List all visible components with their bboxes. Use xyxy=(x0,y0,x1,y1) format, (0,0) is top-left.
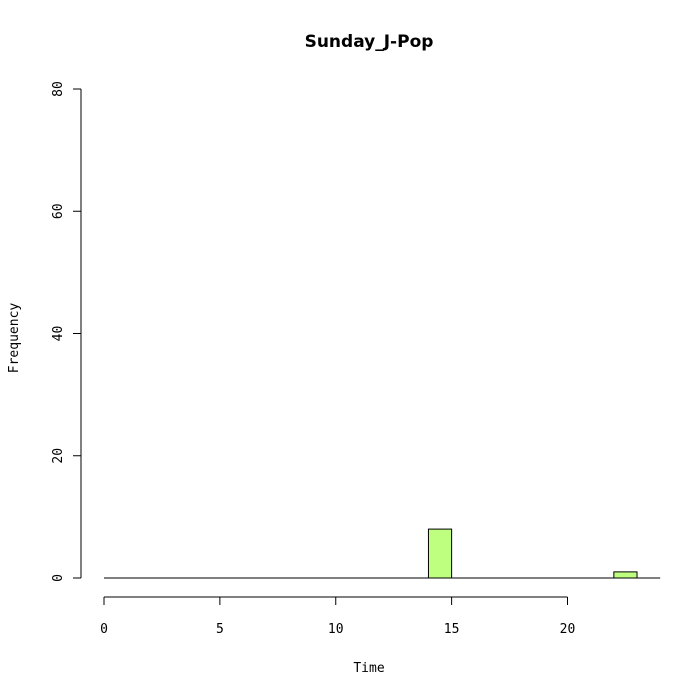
histogram-bar xyxy=(427,528,453,579)
y-axis-label: Frequency xyxy=(7,303,22,374)
y-tick-label: 80 xyxy=(51,81,66,97)
y-tick-label: 40 xyxy=(51,326,66,342)
bars-layer xyxy=(427,528,638,579)
y-tick-label: 60 xyxy=(51,203,66,219)
x-tick-label: 15 xyxy=(444,622,460,637)
x-axis: 0 5 10 15 20 xyxy=(100,596,575,637)
y-tick-label: 20 xyxy=(51,448,66,464)
y-ticks: 0 20 40 60 80 xyxy=(51,81,81,582)
x-ticks: 0 5 10 15 20 xyxy=(100,597,575,637)
x-tick-label: 10 xyxy=(328,622,344,637)
x-axis-label: Time xyxy=(353,661,384,676)
chart-title: Sunday_J-Pop xyxy=(305,32,434,52)
histogram-bar xyxy=(613,571,638,579)
x-tick-label: 20 xyxy=(560,622,576,637)
y-tick-label: 0 xyxy=(51,574,66,582)
x-tick-label: 0 xyxy=(100,622,108,637)
y-axis: 0 20 40 60 80 xyxy=(51,81,82,582)
x-tick-label: 5 xyxy=(216,622,224,637)
